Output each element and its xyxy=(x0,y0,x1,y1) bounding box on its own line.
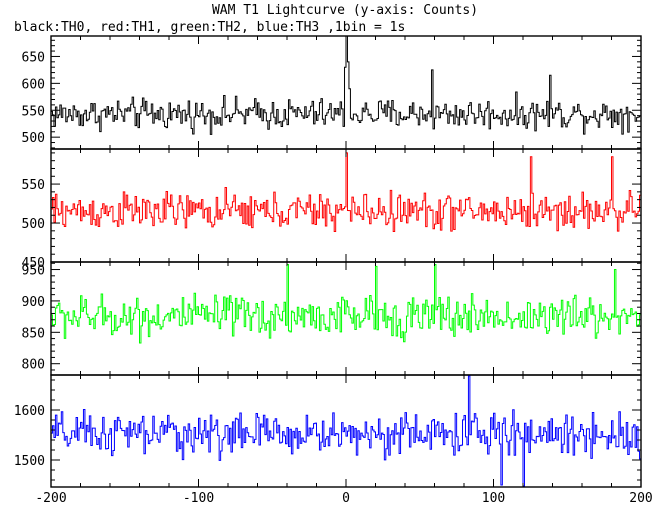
x-tick-label: 100 xyxy=(482,491,505,505)
y-tick-label: 1600 xyxy=(14,404,45,419)
y-tick-label: 500 xyxy=(22,131,45,146)
y-tick-label: 850 xyxy=(22,326,45,341)
y-tick-label: 650 xyxy=(22,50,45,65)
series-line-th2 xyxy=(51,264,642,344)
x-tick-label: 200 xyxy=(629,491,652,505)
y-tick-label: 800 xyxy=(22,358,45,373)
y-tick-label: 550 xyxy=(22,104,45,119)
x-tick-label: 0 xyxy=(342,491,350,505)
x-tick-label: -200 xyxy=(35,491,66,505)
y-tick-label: 950 xyxy=(22,264,45,279)
panel-th3: 1500 1600 xyxy=(14,374,642,488)
series-line-th3 xyxy=(51,375,642,487)
chart-title: WAM T1 Lightcurve (y-axis: Counts) xyxy=(212,3,478,18)
x-axis: -200 -100 0 100 200 xyxy=(35,491,652,505)
series-line-th1 xyxy=(51,152,642,232)
panel-th0: 500 550 600 650 xyxy=(22,35,642,150)
y-tick-label: 600 xyxy=(22,77,45,92)
y-tick-label: 1500 xyxy=(14,454,45,469)
panel-th1: 450 500 550 xyxy=(22,148,642,271)
y-tick-label: 900 xyxy=(22,295,45,310)
x-tick-label: -100 xyxy=(183,491,214,505)
y-tick-label: 500 xyxy=(22,217,45,232)
chart-subtitle: black:TH0, red:TH1, green:TH2, blue:TH3 … xyxy=(14,20,405,35)
panels-group: 500 550 600 650 450 500 550 800 850 900 950 1500 160… xyxy=(14,35,642,488)
series-line-th0 xyxy=(51,35,642,135)
panel-th2: 800 850 900 950 xyxy=(22,261,642,376)
y-tick-label: 450 xyxy=(22,256,45,271)
y-tick-label: 550 xyxy=(22,178,45,193)
